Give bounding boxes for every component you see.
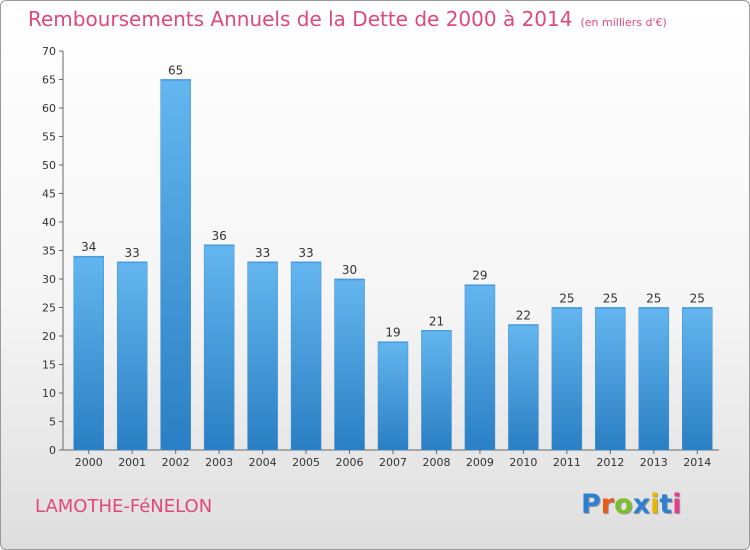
bar bbox=[290, 261, 322, 451]
data-label: 22 bbox=[516, 309, 531, 323]
y-tick-label: 10 bbox=[42, 387, 56, 400]
x-tick-label: 2005 bbox=[292, 456, 320, 469]
x-tick-label: 2014 bbox=[683, 456, 711, 469]
x-tick-label: 2007 bbox=[379, 456, 407, 469]
unit-note: (en milliers d'€) bbox=[580, 16, 667, 29]
y-tick-label: 70 bbox=[42, 45, 56, 58]
y-tick-label: 65 bbox=[42, 74, 56, 87]
y-tick-label: 15 bbox=[42, 359, 56, 372]
bar bbox=[247, 261, 278, 451]
y-tick-label: 5 bbox=[49, 416, 56, 429]
y-tick-label: 0 bbox=[49, 444, 56, 457]
data-label: 25 bbox=[559, 292, 574, 306]
x-tick-label: 2001 bbox=[118, 456, 146, 469]
x-tick-label: 2003 bbox=[205, 456, 233, 469]
bar bbox=[464, 284, 496, 451]
y-tick-label: 50 bbox=[42, 159, 56, 172]
data-label: 25 bbox=[646, 292, 661, 306]
data-label: 30 bbox=[342, 263, 357, 277]
bar bbox=[508, 324, 539, 451]
x-tick-label: 2004 bbox=[249, 456, 277, 469]
x-tick-label: 2009 bbox=[466, 456, 494, 469]
proxiti-logo: Proxiti bbox=[581, 489, 682, 520]
x-tick-label: 2000 bbox=[75, 456, 103, 469]
data-label: 34 bbox=[81, 240, 96, 254]
x-tick-label: 2010 bbox=[509, 456, 537, 469]
data-label: 33 bbox=[125, 246, 140, 260]
data-label: 65 bbox=[168, 64, 183, 78]
y-tick-label: 30 bbox=[42, 273, 56, 286]
y-tick-label: 45 bbox=[42, 188, 56, 201]
place-name: LAMOTHE-FéNELON bbox=[35, 496, 213, 517]
data-label: 25 bbox=[690, 292, 705, 306]
bar bbox=[377, 341, 409, 451]
y-tick-label: 20 bbox=[42, 330, 56, 343]
bar bbox=[638, 307, 670, 451]
data-label: 25 bbox=[603, 292, 618, 306]
x-tick-label: 2011 bbox=[553, 456, 581, 469]
y-tick-label: 35 bbox=[42, 245, 56, 258]
x-tick-label: 2008 bbox=[422, 456, 450, 469]
bar bbox=[421, 330, 452, 451]
x-tick-label: 2012 bbox=[596, 456, 624, 469]
x-tick-label: 2002 bbox=[162, 456, 190, 469]
data-label: 33 bbox=[298, 246, 313, 260]
y-tick-label: 40 bbox=[42, 216, 56, 229]
bar bbox=[116, 261, 148, 451]
data-label: 36 bbox=[211, 229, 226, 243]
data-label: 33 bbox=[255, 246, 270, 260]
bar bbox=[73, 255, 104, 451]
x-tick-label: 2013 bbox=[640, 456, 668, 469]
data-label: 19 bbox=[385, 326, 400, 340]
data-label: 21 bbox=[429, 314, 444, 328]
y-tick-label: 55 bbox=[42, 131, 56, 144]
bar bbox=[682, 307, 713, 451]
y-tick-label: 25 bbox=[42, 302, 56, 315]
bar bbox=[551, 307, 583, 451]
bar bbox=[334, 278, 365, 451]
chart-title: Remboursements Annuels de la Dette de 20… bbox=[28, 7, 667, 31]
bar bbox=[160, 79, 191, 451]
bar bbox=[595, 307, 626, 451]
x-tick-label: 2006 bbox=[336, 456, 364, 469]
data-label: 29 bbox=[472, 269, 487, 283]
bar bbox=[203, 244, 235, 451]
y-tick-label: 60 bbox=[42, 102, 56, 115]
